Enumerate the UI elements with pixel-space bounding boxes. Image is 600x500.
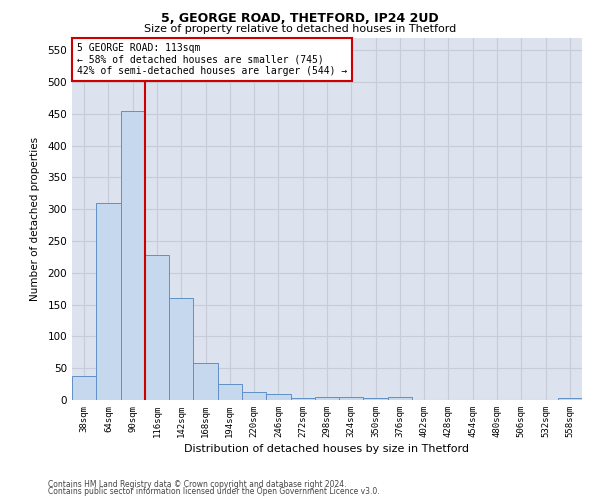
Y-axis label: Number of detached properties: Number of detached properties <box>31 136 40 301</box>
Bar <box>266 394 290 400</box>
Bar <box>218 384 242 400</box>
Bar <box>315 397 339 400</box>
Bar <box>193 363 218 400</box>
Bar <box>96 203 121 400</box>
Bar <box>388 397 412 400</box>
X-axis label: Distribution of detached houses by size in Thetford: Distribution of detached houses by size … <box>185 444 470 454</box>
Text: 5, GEORGE ROAD, THETFORD, IP24 2UD: 5, GEORGE ROAD, THETFORD, IP24 2UD <box>161 12 439 26</box>
Bar <box>558 398 582 400</box>
Text: Size of property relative to detached houses in Thetford: Size of property relative to detached ho… <box>144 24 456 34</box>
Bar <box>242 392 266 400</box>
Bar <box>145 255 169 400</box>
Bar <box>290 398 315 400</box>
Bar <box>339 397 364 400</box>
Text: 5 GEORGE ROAD: 113sqm
← 58% of detached houses are smaller (745)
42% of semi-det: 5 GEORGE ROAD: 113sqm ← 58% of detached … <box>77 43 347 76</box>
Bar <box>364 398 388 400</box>
Bar <box>169 298 193 400</box>
Text: Contains public sector information licensed under the Open Government Licence v3: Contains public sector information licen… <box>48 488 380 496</box>
Bar <box>121 110 145 400</box>
Text: Contains HM Land Registry data © Crown copyright and database right 2024.: Contains HM Land Registry data © Crown c… <box>48 480 347 489</box>
Bar <box>72 376 96 400</box>
